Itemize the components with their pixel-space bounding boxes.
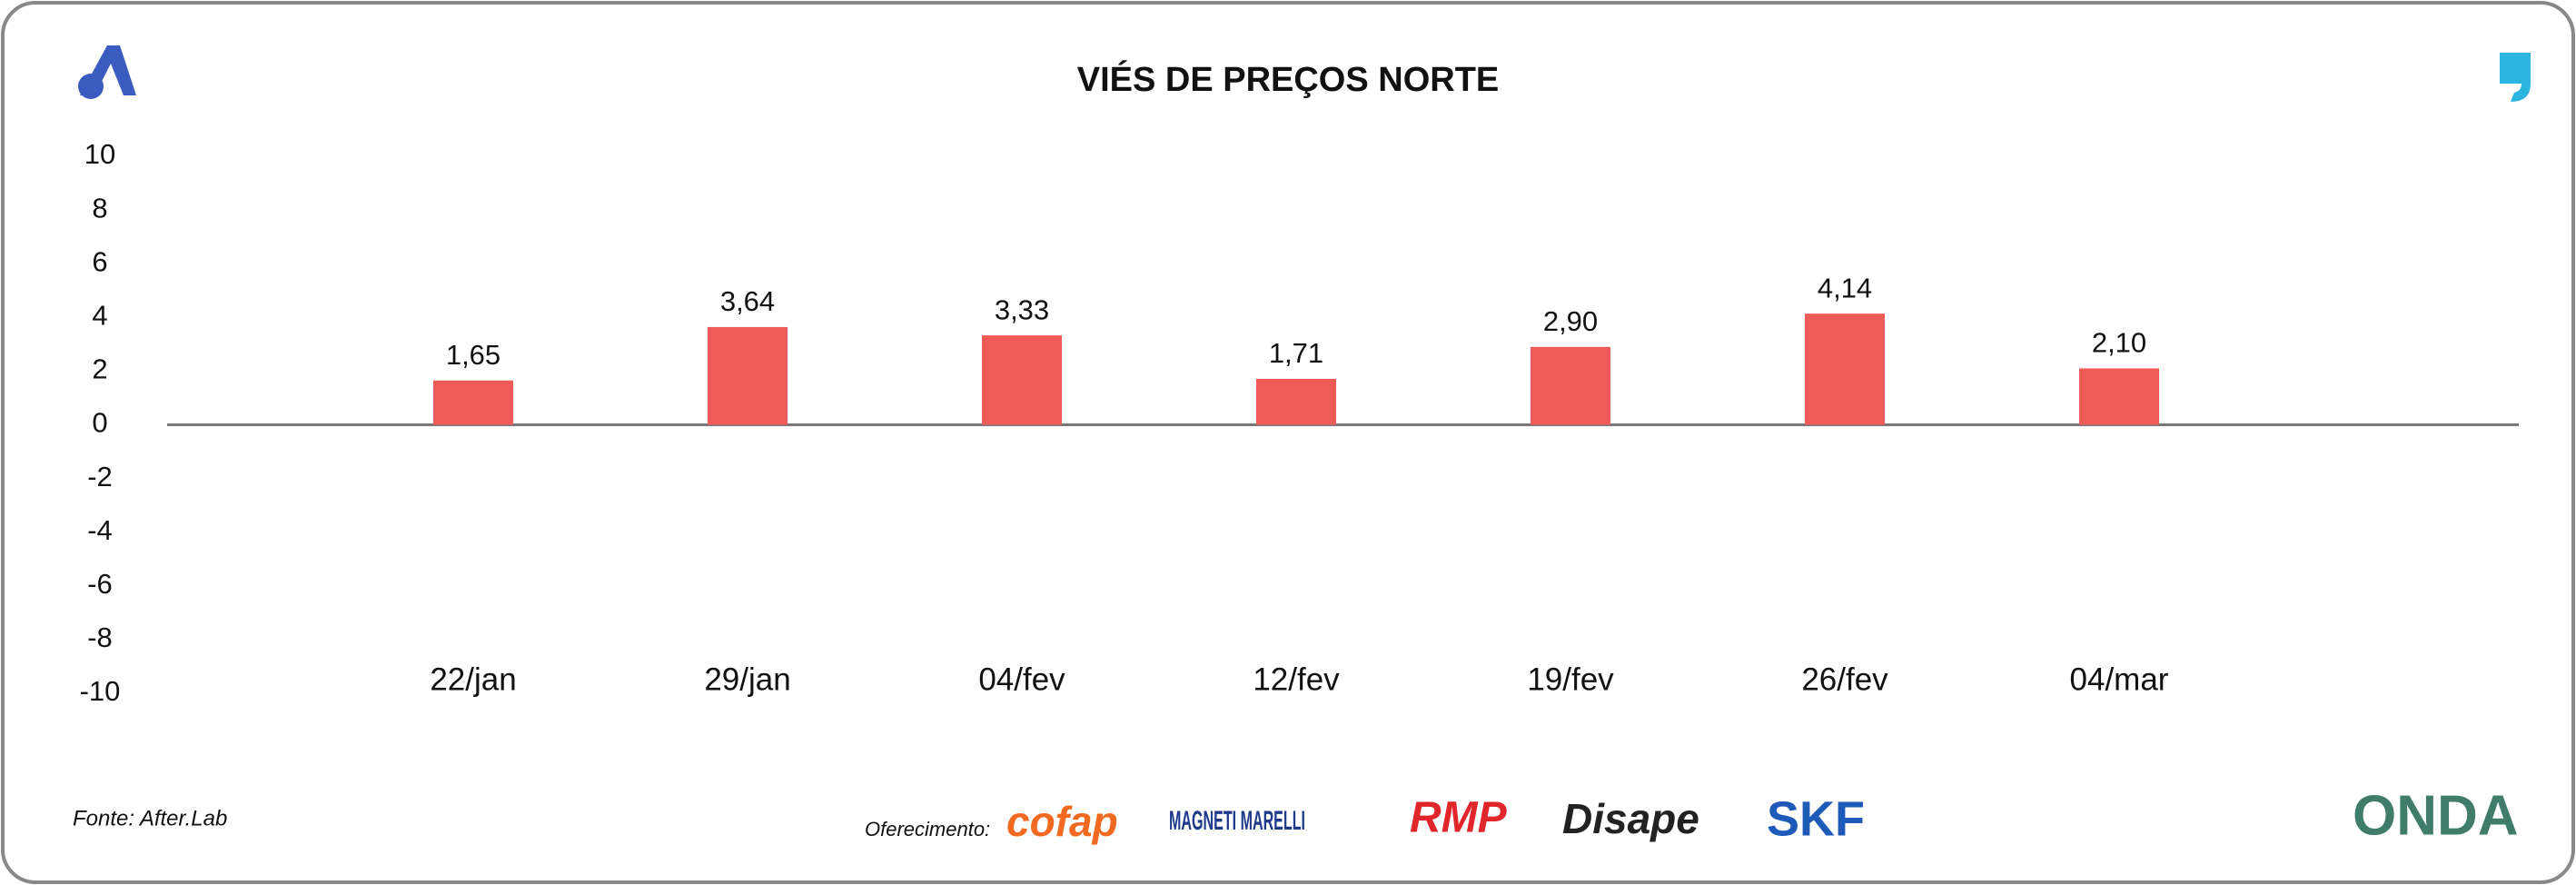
x-tick-label: 22/jan bbox=[430, 661, 516, 697]
sponsor: Disape bbox=[1562, 795, 1699, 842]
x-tick-label: 04/mar bbox=[2070, 661, 2169, 697]
sponsor: cofap bbox=[1006, 798, 1118, 845]
value-label: 1,71 bbox=[1269, 337, 1323, 369]
x-tick-label: 29/jan bbox=[704, 661, 790, 697]
sponsor: SKF bbox=[1767, 791, 1865, 846]
y-tick-label: 6 bbox=[92, 245, 107, 277]
y-tick-label: -10 bbox=[80, 675, 121, 707]
bar bbox=[2079, 368, 2159, 425]
x-tick-label: 19/fev bbox=[1527, 661, 1614, 697]
y-tick-label: 8 bbox=[92, 192, 107, 224]
value-label: 2,90 bbox=[1543, 305, 1598, 337]
chart-title: VIÉS DE PREÇOS NORTE bbox=[1077, 59, 1500, 99]
sponsor: MAGNETI MARELLI bbox=[1169, 806, 1305, 836]
quote-icon bbox=[2500, 53, 2531, 102]
value-label: 1,65 bbox=[446, 339, 500, 371]
brand-name: ONDA bbox=[2353, 784, 2519, 847]
value-label: 4,14 bbox=[1818, 272, 1872, 303]
y-tick-label: -2 bbox=[87, 461, 113, 492]
y-tick-label: 4 bbox=[92, 299, 107, 331]
sponsor: RMP bbox=[1410, 794, 1508, 842]
bar bbox=[708, 326, 788, 425]
value-label: 3,64 bbox=[720, 285, 775, 317]
x-tick-label: 26/fev bbox=[1801, 661, 1888, 697]
bar bbox=[1531, 346, 1610, 425]
bar bbox=[982, 335, 1062, 425]
sponsor-label: Oferecimento: bbox=[865, 818, 990, 840]
value-label: 3,33 bbox=[995, 293, 1049, 325]
source: Fonte: After.Lab bbox=[73, 806, 227, 830]
x-tick-label: 04/fev bbox=[978, 661, 1065, 697]
y-tick-label: 0 bbox=[92, 407, 107, 439]
brand-logo bbox=[78, 45, 136, 99]
x-tick-label: 12/fev bbox=[1253, 661, 1340, 697]
y-tick-label: 10 bbox=[84, 138, 115, 170]
value-label: 2,10 bbox=[2092, 327, 2146, 359]
bar bbox=[1256, 378, 1336, 425]
y-tick-label: -8 bbox=[87, 621, 113, 653]
bar bbox=[1805, 313, 1885, 425]
y-tick-label: 2 bbox=[92, 353, 107, 385]
y-tick-label: -4 bbox=[87, 514, 113, 546]
y-tick-label: -6 bbox=[87, 568, 113, 600]
bar bbox=[433, 380, 513, 425]
